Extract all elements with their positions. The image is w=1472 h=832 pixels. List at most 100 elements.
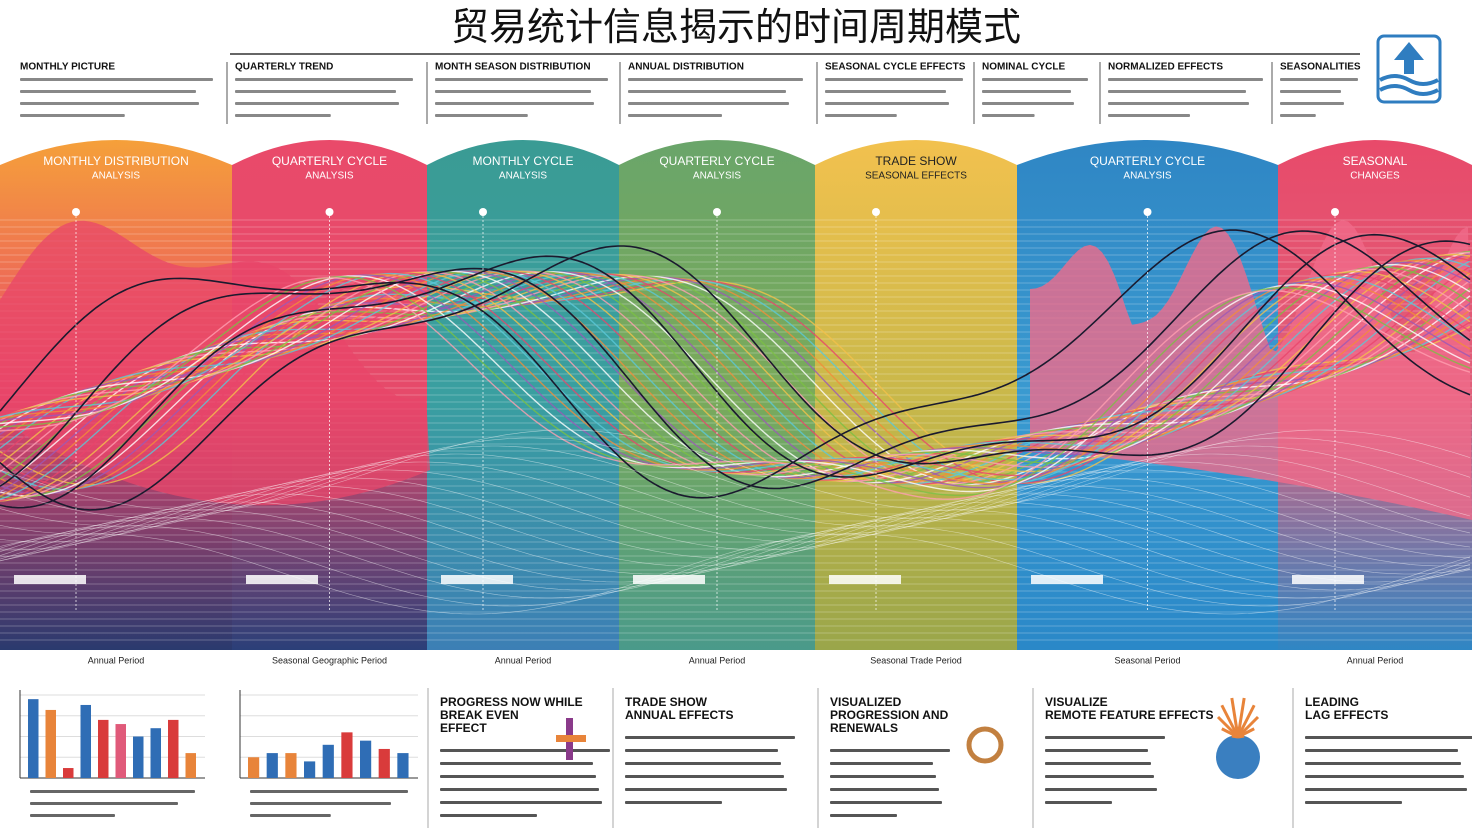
text-line	[1305, 762, 1461, 765]
thin-strand	[0, 445, 1471, 527]
text-line	[250, 814, 331, 817]
card-heading: ANNUAL EFFECTS	[625, 708, 733, 722]
panel-label: QUARTERLY CYCLE	[659, 154, 774, 168]
thin-strand	[0, 509, 1471, 591]
text-line	[30, 802, 178, 805]
wave-strand	[0, 277, 1471, 500]
panel-caption: Annual Period	[689, 655, 746, 665]
text-line	[830, 762, 933, 765]
text-line	[235, 78, 413, 81]
panel-label: ANALYSIS	[92, 171, 140, 182]
text-line	[435, 78, 608, 81]
bar	[304, 761, 316, 778]
text-line	[1108, 102, 1249, 105]
panel-label: SEASONAL EFFECTS	[865, 171, 967, 182]
bar	[28, 699, 39, 778]
wave-strand	[0, 266, 1471, 502]
card-heading: REMOTE FEATURE EFFECTS	[1045, 708, 1213, 722]
card-heading: LAG EFFECTS	[1305, 708, 1388, 722]
text-line	[628, 114, 722, 117]
text-line	[830, 814, 897, 817]
text-line	[1305, 775, 1464, 778]
text-line	[1045, 749, 1148, 752]
text-line	[440, 749, 610, 752]
waves	[0, 219, 1472, 641]
text-line	[235, 90, 396, 93]
note-heading: ANNUAL DISTRIBUTION	[628, 62, 744, 73]
wave-strand-dark	[0, 240, 1471, 511]
thin-strand	[0, 469, 1471, 551]
text-line	[1280, 78, 1358, 81]
bar	[45, 709, 56, 778]
wave-strand	[0, 276, 1471, 497]
text-line	[625, 749, 778, 752]
bar	[150, 728, 161, 778]
text-line	[830, 788, 939, 791]
bar	[248, 757, 260, 778]
text-line	[982, 102, 1074, 105]
wave-strand	[0, 276, 1471, 495]
tag	[246, 575, 318, 584]
card-heading: PROGRESSION AND	[830, 708, 949, 722]
wave-strand	[0, 275, 1471, 493]
wave-strand	[0, 253, 1471, 482]
panel-caption: Seasonal Period	[1114, 655, 1180, 665]
bar	[133, 736, 144, 778]
marker-dot	[1331, 208, 1339, 216]
text-line	[235, 114, 331, 117]
thin-strand	[0, 501, 1471, 583]
bar	[378, 748, 390, 778]
note-heading: MONTH SEASON DISTRIBUTION	[435, 62, 591, 73]
thin-strand	[0, 429, 1471, 511]
text-line	[20, 78, 213, 81]
marker-dot	[72, 208, 80, 216]
card-heading: EFFECT	[440, 721, 487, 735]
text-line	[825, 78, 963, 81]
marker-dot	[1143, 208, 1152, 216]
text-line	[1045, 736, 1165, 739]
card-heading: VISUALIZE	[1045, 695, 1108, 709]
thin-strand	[0, 517, 1471, 599]
bar	[285, 753, 297, 778]
text-line	[1045, 775, 1154, 778]
card-heading: BREAK EVEN	[440, 708, 519, 722]
text-line	[30, 814, 115, 817]
text-line	[628, 102, 789, 105]
panel-label: QUARTERLY CYCLE	[272, 154, 387, 168]
tag	[633, 575, 705, 584]
icon-ray	[1236, 704, 1256, 738]
title: 贸易统计信息揭示的时间周期模式	[451, 7, 1021, 49]
marker-dot	[713, 208, 721, 216]
panel-caption: Seasonal Trade Period	[870, 655, 962, 665]
wave-strand	[0, 250, 1471, 483]
icon-ray	[1230, 697, 1240, 738]
panel-caption: Annual Period	[1347, 655, 1404, 665]
text-line	[1045, 788, 1157, 791]
wave-strand	[0, 257, 1471, 481]
text-line	[830, 749, 950, 752]
panel	[619, 140, 815, 650]
thin-strand	[0, 437, 1471, 519]
text-line	[435, 90, 591, 93]
bar	[341, 732, 353, 778]
text-line	[1280, 114, 1316, 117]
thin-strand	[0, 485, 1471, 567]
wave-strand-dark	[0, 230, 1471, 490]
card-heading: TRADE SHOW	[625, 695, 708, 709]
text-line	[250, 802, 391, 805]
text-line	[982, 114, 1035, 117]
logo	[1376, 34, 1442, 104]
icon	[966, 726, 1004, 764]
text-line	[628, 90, 786, 93]
note-heading: NORMALIZED EFFECTS	[1108, 62, 1223, 73]
text-line	[435, 114, 528, 117]
text-line	[1108, 114, 1190, 117]
text-line	[625, 775, 784, 778]
text-line	[825, 102, 949, 105]
text-line	[1280, 90, 1341, 93]
icon	[1216, 735, 1260, 779]
panel-label: MONTHLY CYCLE	[473, 154, 574, 168]
bar	[360, 740, 372, 778]
pink-mass	[0, 220, 430, 506]
